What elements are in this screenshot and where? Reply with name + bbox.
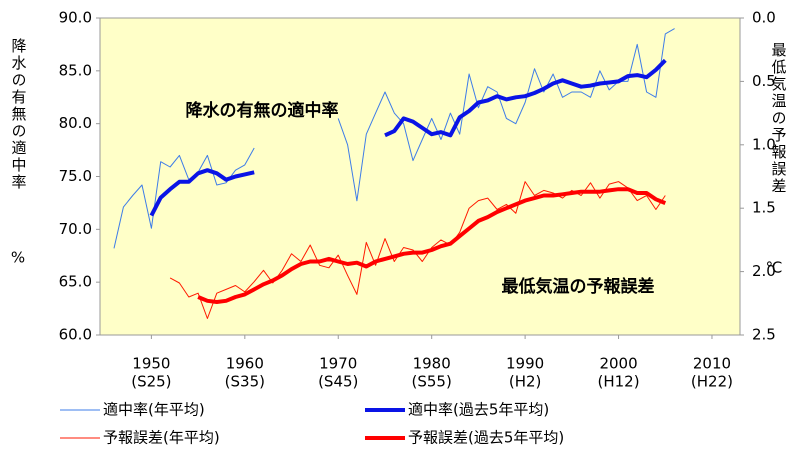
y2-tick-label: 2.0: [752, 262, 776, 280]
y-tick-label: 60.0: [59, 326, 92, 344]
x-tick-era: (H12): [598, 373, 640, 391]
plot-area: [99, 17, 741, 336]
series-line: [197, 187, 667, 304]
annotation: 降水の有無の適中率: [186, 100, 339, 121]
x-tick-label: 2010: [693, 355, 731, 373]
y2-tick-label: 1.5: [752, 199, 776, 217]
legend-label: 予報誤差(過去5年平均): [408, 429, 564, 447]
x-tick-label: 1950: [132, 355, 170, 373]
x-tick-era: (S45): [318, 373, 358, 391]
y2-axis-unit: ℃: [766, 259, 783, 277]
x-tick-label: 1990: [506, 355, 544, 373]
x-tick-label: 2000: [599, 355, 637, 373]
y-tick-label: 90.0: [59, 9, 92, 27]
x-tick-era: (H2): [509, 373, 542, 391]
legend-label: 予報誤差(年平均): [103, 429, 220, 447]
y-axis-unit: %: [11, 249, 25, 267]
series-line: [149, 58, 667, 217]
legend-label: 適中率(年平均): [103, 401, 205, 419]
annotation: 最低気温の予報誤差: [502, 276, 655, 297]
y2-axis-label: 最低気温の予報誤差: [770, 42, 787, 195]
y2-tick-label: 0.0: [752, 9, 776, 27]
y2-tick-label: 1.0: [752, 135, 776, 153]
y-tick-label: 85.0: [59, 61, 92, 79]
x-tick-label: 1970: [319, 355, 357, 373]
y-axis-label: 降水の有無の適中率: [10, 38, 28, 191]
x-tick-label: 1960: [226, 355, 264, 373]
y-tick-label: 70.0: [59, 220, 92, 238]
x-tick-era: (S35): [225, 373, 265, 391]
y-tick-label: 65.0: [59, 273, 92, 291]
y2-tick-label: 0.5: [752, 72, 776, 90]
x-tick-label: 1980: [413, 355, 451, 373]
y2-tick-label: 2.5: [752, 326, 776, 344]
x-tick-era: (S25): [131, 373, 171, 391]
y-tick-label: 75.0: [59, 167, 92, 185]
legend-label: 適中率(過去5年平均): [408, 401, 549, 419]
x-tick-era: (S55): [412, 373, 452, 391]
y-tick-label: 80.0: [59, 114, 92, 132]
x-tick-era: (H22): [691, 373, 733, 391]
